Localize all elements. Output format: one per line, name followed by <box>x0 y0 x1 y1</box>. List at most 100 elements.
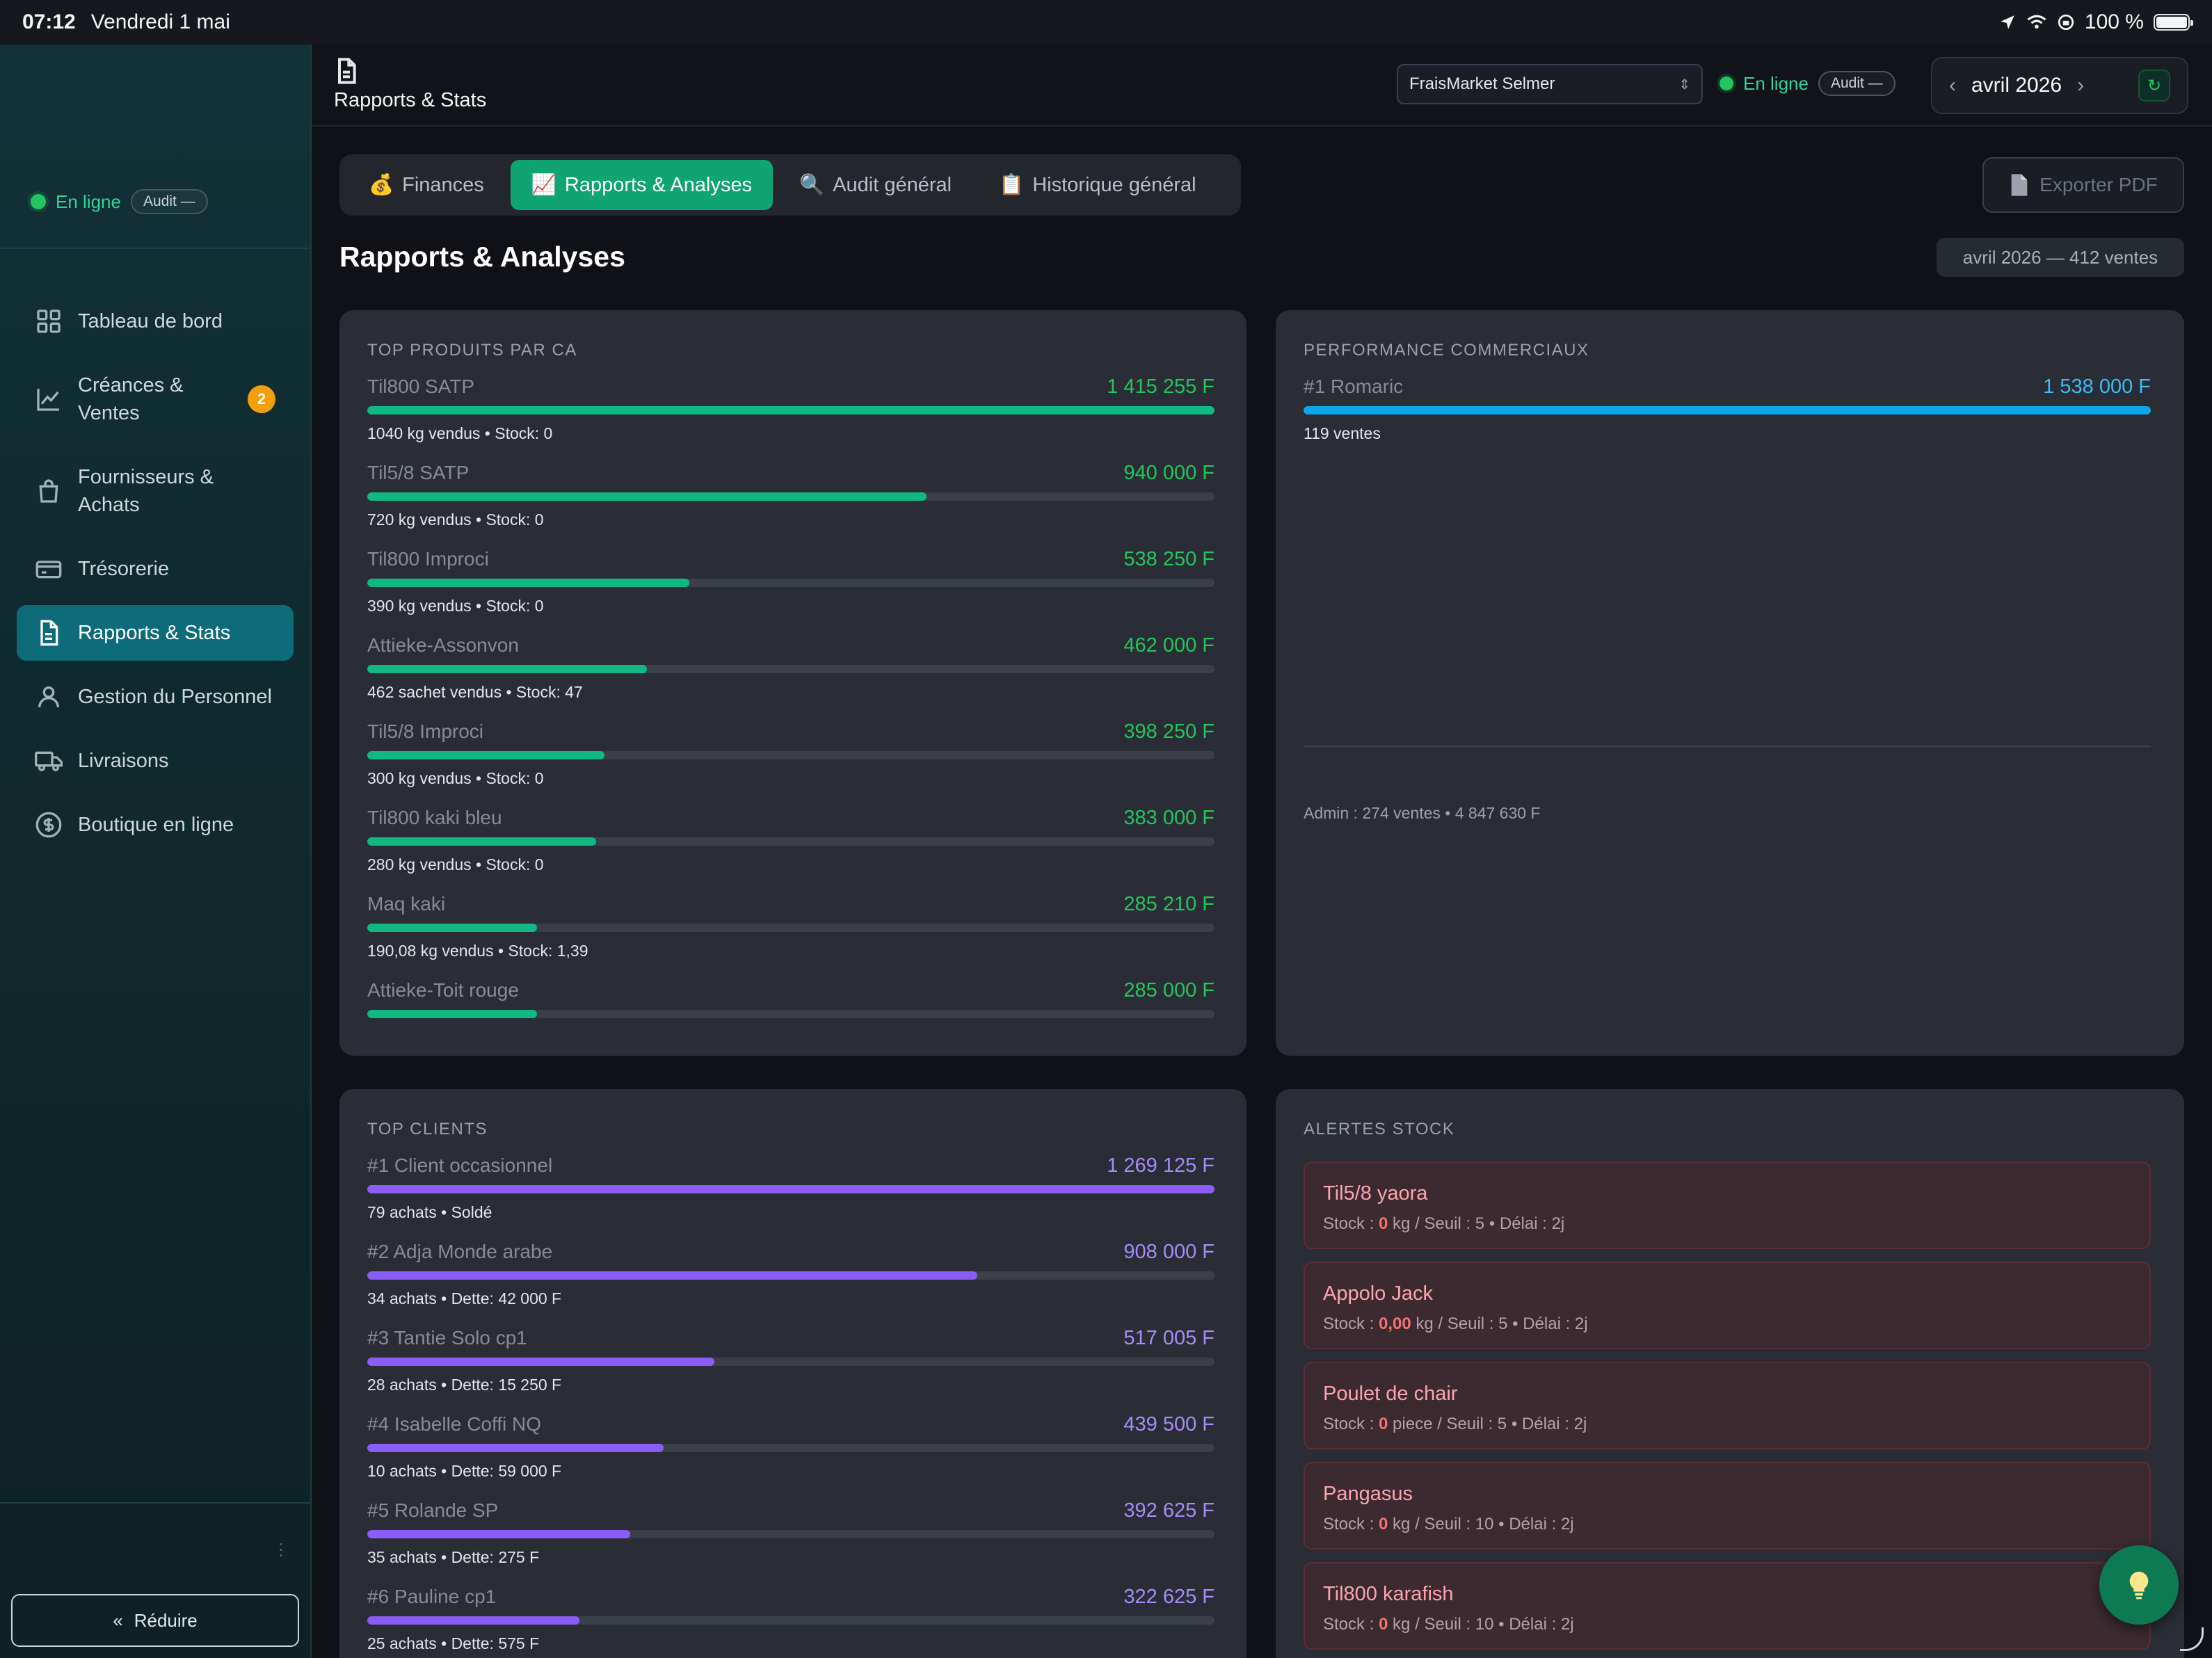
item-amount: 398 250 F <box>1123 721 1215 743</box>
sidebar-item-label: Boutique en ligne <box>78 813 234 836</box>
collapse-sidebar-button[interactable]: « Réduire <box>11 1594 299 1647</box>
audit-badge[interactable]: Audit — <box>1818 71 1896 96</box>
progress-bar <box>367 492 927 501</box>
sidebar-status: En ligne Audit — <box>31 189 208 214</box>
item-amount: 908 000 F <box>1123 1241 1215 1263</box>
progress-track <box>367 1616 1215 1625</box>
battery-icon <box>2154 14 2193 31</box>
item-amount: 285 000 F <box>1123 979 1215 1001</box>
progress-track <box>367 1444 1215 1452</box>
stock-value: 0 <box>1379 1515 1388 1534</box>
alert-product-name: Appolo Jack <box>1323 1282 1433 1305</box>
progress-bar <box>367 1358 715 1366</box>
sidebar-item-deliveries[interactable]: Livraisons <box>17 733 294 789</box>
client-row: #6 Pauline cp1 322 625 F 25 achats • Dette… <box>367 1583 1215 1658</box>
stock-threshold: kg / Seuil : 10 • Délai : 2j <box>1388 1515 1574 1534</box>
card-title: TOP CLIENTS <box>367 1120 488 1138</box>
divider <box>0 1502 310 1504</box>
alert-stock-info: Stock : 0 kg / Seuil : 10 • Délai : 2j <box>1323 1615 1574 1634</box>
item-details: 25 achats • Dette: 575 F <box>367 1634 540 1652</box>
sidebar-item-suppliers-purchases[interactable]: Fournisseurs & Achats <box>17 449 294 533</box>
tab-finances[interactable]: 💰 Finances <box>348 160 505 210</box>
stock-alert-item[interactable]: Til5/8 yaora Stock : 0 kg / Seuil : 5 • D… <box>1304 1161 2151 1249</box>
item-name: #6 Pauline cp1 <box>367 1586 497 1607</box>
tab-general-history[interactable]: 📋 Historique général <box>978 160 1217 210</box>
stock-alerts-card: ALERTES STOCK Til5/8 yaora Stock : 0 kg /… <box>1276 1089 2184 1658</box>
stock-label: Stock : <box>1323 1415 1379 1433</box>
date: Vendredi 1 mai <box>90 10 230 33</box>
item-amount: 392 625 F <box>1123 1499 1215 1522</box>
online-status: En ligne <box>1743 72 1809 94</box>
progress-bar <box>367 1271 977 1280</box>
refresh-icon[interactable]: ↻ <box>2138 70 2170 102</box>
chart-up-icon: 📈 <box>531 174 556 196</box>
item-amount: 517 005 F <box>1123 1327 1215 1349</box>
cash-icon <box>35 555 63 583</box>
stock-threshold: piece / Seuil : 5 • Délai : 2j <box>1388 1415 1587 1433</box>
user-icon <box>35 683 63 711</box>
sidebar-item-online-shop[interactable]: Boutique en ligne <box>17 797 294 853</box>
item-amount: 940 000 F <box>1123 462 1215 484</box>
audit-badge[interactable]: Audit — <box>130 189 208 214</box>
item-amount: 1 269 125 F <box>1107 1154 1215 1177</box>
tab-label: Rapports & Analyses <box>564 173 753 196</box>
item-amount: 439 500 F <box>1123 1413 1215 1435</box>
progress-track <box>367 1185 1215 1193</box>
alert-stock-info: Stock : 0 kg / Seuil : 5 • Délai : 2j <box>1323 1214 1564 1234</box>
client-row: #5 Rolande SP 392 625 F 35 achats • Dette:… <box>367 1497 1215 1583</box>
notification-badge: 2 <box>248 385 275 413</box>
product-row: Attieke-Toit rouge 285 000 F <box>367 976 1215 1056</box>
battery-percent: 100 % <box>2084 10 2144 33</box>
location-icon <box>2001 15 2014 29</box>
progress-track <box>367 751 1215 759</box>
chevron-left-icon[interactable]: ‹ <box>1949 74 1956 97</box>
status-icons: 100 % <box>1998 10 2193 34</box>
chevrons-left-icon: « <box>113 1609 123 1631</box>
product-row: Til5/8 SATP 940 000 F 720 kg vendus • Stoc… <box>367 459 1215 545</box>
report-tabs: 💰 Finances 📈 Rapports & Analyses 🔍 Audit… <box>339 154 1241 216</box>
stock-alert-item[interactable]: Poulet de chair Stock : 0 piece / Seuil :… <box>1304 1362 2151 1449</box>
divider <box>1304 746 2151 747</box>
progress-track <box>367 1358 1215 1366</box>
sidebar-item-reports[interactable]: Rapports & Stats <box>17 605 294 661</box>
stock-value: 0,00 <box>1379 1314 1411 1333</box>
item-name: Attieke-Assonvon <box>367 634 519 656</box>
progress-track <box>367 837 1215 846</box>
online-dot-icon <box>31 194 46 209</box>
store-select[interactable]: FraisMarket Selmer ⇕ <box>1397 64 1703 104</box>
item-details: 1040 kg vendus • Stock: 0 <box>367 424 553 442</box>
sidebar-item-dashboard[interactable]: Tableau de bord <box>17 293 294 349</box>
item-details: 390 kg vendus • Stock: 0 <box>367 597 544 615</box>
progress-track <box>367 1530 1215 1538</box>
client-row: #2 Adja Monde arabe 908 000 F 34 achats • … <box>367 1238 1215 1324</box>
item-details: 119 ventes <box>1304 424 1381 442</box>
stock-value: 0 <box>1379 1415 1388 1433</box>
sidebar-item-treasury[interactable]: Trésorerie <box>17 541 294 597</box>
progress-track <box>367 924 1215 932</box>
wifi-icon <box>2027 15 2046 29</box>
money-bag-icon: 💰 <box>369 174 394 196</box>
period-summary: avril 2026 — 412 ventes <box>1937 238 2184 277</box>
sidebar-item-staff[interactable]: Gestion du Personnel <box>17 669 294 725</box>
stock-threshold: kg / Seuil : 5 • Délai : 2j <box>1388 1214 1565 1233</box>
stock-alert-item[interactable]: Appolo Jack Stock : 0,00 kg / Seuil : 5 •… <box>1304 1262 2151 1349</box>
alert-product-name: Pangasus <box>1323 1483 1413 1505</box>
dollar-circle-icon <box>35 811 63 839</box>
item-details: 35 achats • Dette: 275 F <box>367 1548 540 1566</box>
sidebar-item-receivables-sales[interactable]: Créances & Ventes 2 <box>17 357 294 441</box>
sidebar-item-label: Créances & Ventes <box>78 374 184 424</box>
tab-general-audit[interactable]: 🔍 Audit général <box>778 160 972 210</box>
tab-reports-analyses[interactable]: 📈 Rapports & Analyses <box>510 160 774 210</box>
tips-button[interactable] <box>2099 1545 2179 1625</box>
stock-alert-item[interactable]: Pangasus Stock : 0 kg / Seuil : 10 • Déla… <box>1304 1462 2151 1550</box>
alert-stock-info: Stock : 0 kg / Seuil : 10 • Délai : 2j <box>1323 1515 1574 1534</box>
chevron-right-icon[interactable]: › <box>2077 74 2085 97</box>
card-title: ALERTES STOCK <box>1304 1120 1455 1138</box>
stock-alert-item[interactable]: Til800 karafish Stock : 0 kg / Seuil : 10… <box>1304 1562 2151 1650</box>
progress-bar <box>367 406 1215 414</box>
progress-bar <box>367 1530 630 1538</box>
top-clients-list: #1 Client occasionnel 1 269 125 F 79 achat… <box>367 1152 1215 1658</box>
stock-label: Stock : <box>1323 1515 1379 1534</box>
export-pdf-button[interactable]: Exporter PDF <box>1982 157 2184 213</box>
more-icon[interactable]: ⋮ <box>273 1540 289 1559</box>
